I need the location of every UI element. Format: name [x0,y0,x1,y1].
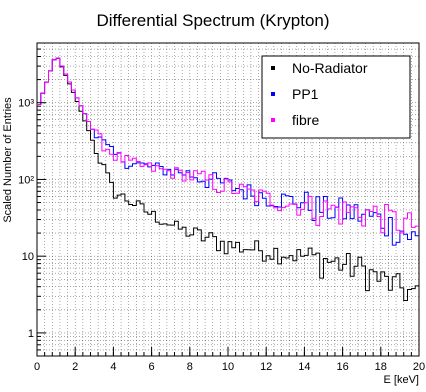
legend-marker [271,66,275,70]
legend-label: PP1 [292,86,319,102]
x-tick-label: 0 [34,361,40,373]
legend-label: No-Radiator [292,60,368,76]
y-tick-label: 1 [28,328,34,340]
series-line-fibre [37,57,419,234]
y-tick-label: 10³ [18,98,34,110]
x-axis-label: E [keV] [384,374,419,386]
x-tick-label: 14 [298,361,310,373]
axes: 0 2 4 6 8 10 12 14 16 18 20 1 10 10² 10³ [18,42,425,373]
legend-marker [271,118,275,122]
chart-title: Differential Spectrum (Krypton) [96,11,329,30]
legend: No-Radiator PP1 fibre [261,55,411,139]
legend-marker [271,92,275,96]
x-tick-label: 10 [222,361,234,373]
x-tick-label: 12 [260,361,272,373]
x-tick-label: 20 [413,361,425,373]
x-tick-label: 2 [72,361,78,373]
x-tick-label: 18 [375,361,387,373]
y-tick-label: 10² [18,174,34,186]
legend-box [261,55,411,139]
x-tick-label: 8 [187,361,193,373]
x-tick-label: 16 [336,361,348,373]
series-line-no-radiator [37,57,419,301]
series-layer [37,57,419,301]
y-axis-label: Scaled Number of Entries [2,97,14,223]
legend-label: fibre [292,112,319,128]
x-tick-label: 6 [149,361,155,373]
x-tick-label: 4 [110,361,116,373]
y-tick-label: 10 [22,251,34,263]
